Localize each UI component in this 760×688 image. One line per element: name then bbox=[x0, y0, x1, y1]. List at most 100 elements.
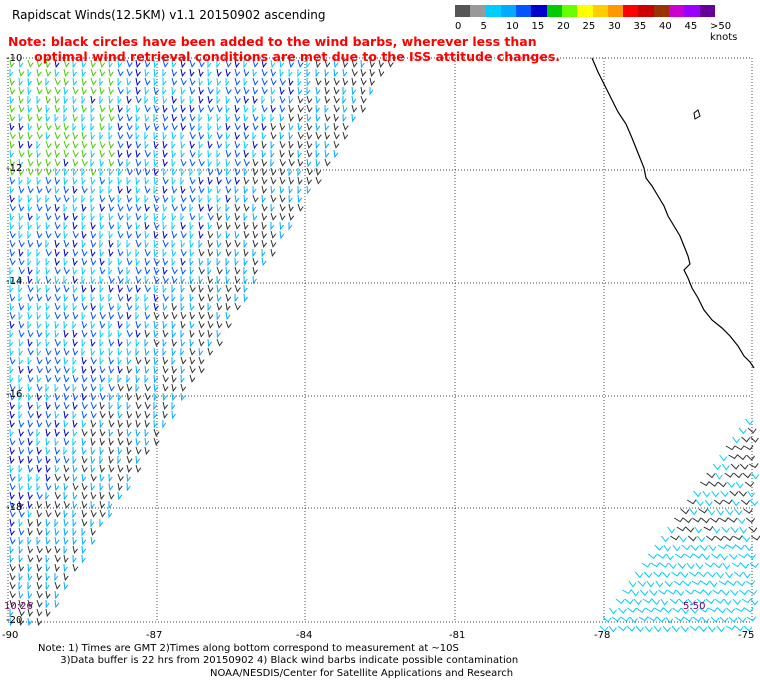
wind-barb bbox=[658, 589, 668, 595]
wind-barb bbox=[643, 571, 653, 579]
wind-barb bbox=[729, 490, 739, 497]
wind-barb bbox=[81, 284, 87, 294]
wind-barb bbox=[18, 68, 25, 77]
wind-barb bbox=[180, 239, 186, 249]
wind-barb bbox=[81, 545, 87, 555]
wind-barb bbox=[90, 419, 97, 428]
wind-barb bbox=[306, 131, 313, 140]
wind-barb bbox=[633, 598, 643, 605]
wind-barb bbox=[315, 122, 321, 132]
wind-barb bbox=[261, 95, 266, 105]
wind-barb bbox=[723, 535, 734, 541]
wind-barb bbox=[207, 275, 214, 284]
wind-barb bbox=[45, 563, 51, 573]
wind-barb bbox=[63, 302, 68, 312]
wind-barb bbox=[99, 410, 106, 419]
wind-barb bbox=[126, 347, 132, 357]
wind-barb bbox=[681, 544, 691, 551]
wind-barb bbox=[126, 185, 132, 195]
wind-barb bbox=[135, 455, 141, 465]
wind-barb bbox=[189, 104, 195, 114]
wind-barb bbox=[189, 77, 196, 86]
wind-barb bbox=[135, 212, 142, 221]
wind-barb bbox=[18, 149, 25, 158]
wind-barb bbox=[18, 176, 23, 186]
wind-barb bbox=[751, 472, 760, 480]
wind-barb bbox=[333, 86, 340, 95]
wind-barb bbox=[707, 571, 716, 578]
wind-barb bbox=[297, 158, 304, 167]
wind-barb bbox=[72, 509, 77, 519]
wind-barb bbox=[36, 239, 43, 248]
wind-barb bbox=[126, 392, 132, 402]
wind-barb bbox=[81, 68, 87, 78]
wind-barb bbox=[207, 95, 213, 105]
wind-barb bbox=[180, 122, 186, 131]
wind-barb bbox=[261, 167, 267, 177]
wind-barb bbox=[117, 365, 123, 375]
wind-barb bbox=[90, 329, 97, 338]
wind-barb bbox=[288, 212, 295, 221]
wind-barb bbox=[18, 491, 24, 501]
wind-barb bbox=[198, 257, 204, 267]
wind-barb bbox=[701, 553, 711, 561]
wind-barb bbox=[135, 257, 140, 267]
wind-barb bbox=[180, 221, 186, 231]
wind-barb bbox=[117, 491, 123, 501]
wind-barb bbox=[63, 347, 70, 356]
wind-barb bbox=[36, 608, 43, 617]
wind-barb bbox=[279, 68, 284, 78]
wind-barb bbox=[90, 293, 95, 303]
wind-barb bbox=[243, 185, 248, 195]
wind-barb bbox=[171, 212, 177, 222]
warning-note: Note: black circles have been added to t… bbox=[8, 34, 560, 64]
wind-barb bbox=[9, 149, 14, 159]
legend-swatch bbox=[500, 5, 517, 17]
wind-barb bbox=[315, 158, 321, 168]
wind-barb bbox=[198, 131, 205, 140]
wind-barb bbox=[135, 392, 142, 401]
wind-barb bbox=[726, 481, 736, 488]
wind-barb bbox=[674, 616, 685, 622]
wind-barb bbox=[198, 320, 205, 329]
wind-barb bbox=[9, 221, 15, 231]
wind-barb bbox=[54, 302, 61, 311]
wind-barb bbox=[288, 176, 295, 185]
wind-barb bbox=[72, 131, 79, 140]
wind-barb bbox=[670, 535, 680, 541]
wind-barb bbox=[679, 571, 689, 578]
legend-swatch bbox=[699, 5, 715, 17]
wind-barb bbox=[36, 131, 43, 140]
wind-barb bbox=[45, 185, 52, 194]
wind-barb bbox=[63, 104, 68, 114]
wind-barb bbox=[243, 131, 250, 140]
wind-barb bbox=[713, 499, 724, 505]
wind-barb bbox=[117, 455, 122, 465]
wind-barb bbox=[45, 581, 50, 591]
wind-barb bbox=[243, 194, 249, 204]
wind-barb bbox=[135, 248, 140, 258]
wind-barb bbox=[72, 320, 77, 330]
wind-barb bbox=[144, 410, 151, 419]
wind-barb bbox=[36, 284, 41, 294]
wind-barb bbox=[18, 365, 24, 375]
wind-barb bbox=[27, 410, 34, 419]
wind-barb bbox=[153, 311, 160, 320]
wind-barb bbox=[252, 230, 259, 239]
wind-barb bbox=[665, 616, 674, 624]
wind-barb bbox=[18, 410, 23, 420]
wind-barb bbox=[333, 68, 339, 78]
wind-barb bbox=[45, 293, 52, 302]
wind-barb bbox=[45, 518, 51, 528]
wind-barb bbox=[733, 472, 743, 479]
wind-barb bbox=[162, 149, 168, 159]
wind-barb bbox=[288, 194, 293, 204]
wind-barb bbox=[72, 473, 78, 483]
wind-barb bbox=[27, 77, 32, 87]
wind-barb bbox=[162, 338, 167, 348]
wind-barb bbox=[742, 472, 752, 479]
wind-barb bbox=[626, 625, 636, 632]
wind-barb bbox=[234, 185, 239, 195]
wind-barb bbox=[81, 77, 87, 87]
wind-barb bbox=[171, 239, 176, 249]
